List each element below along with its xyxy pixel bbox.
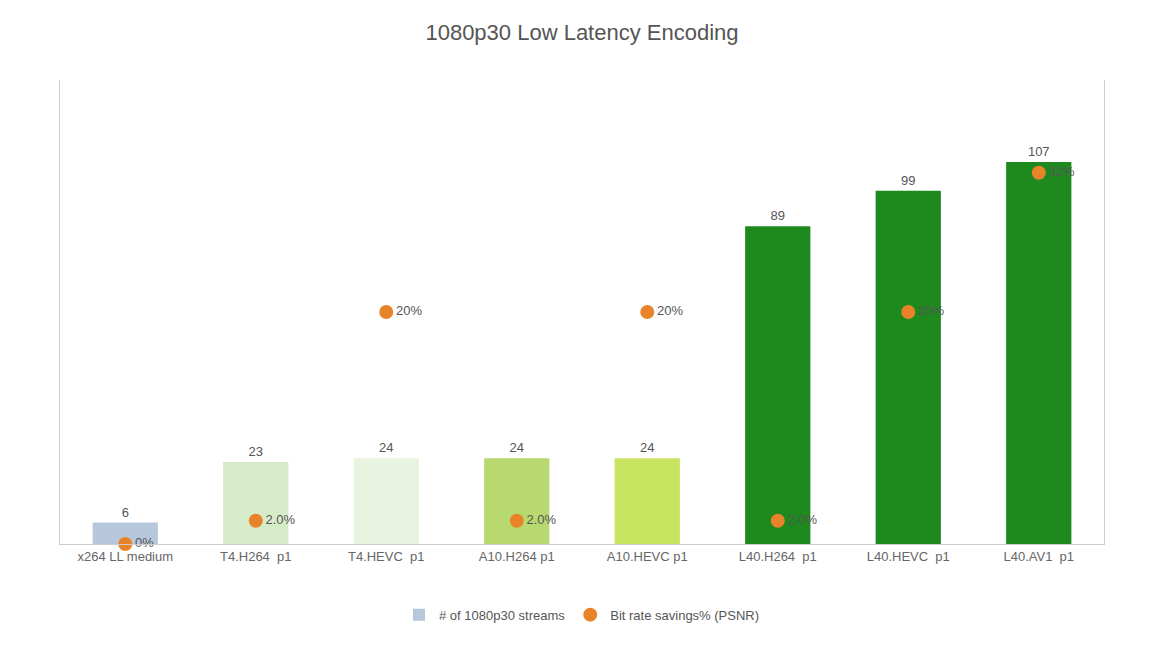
svg-text:Bit rate savings% (PSNR): Bit rate savings% (PSNR) — [610, 608, 759, 623]
svg-text:20%: 20% — [657, 303, 683, 318]
svg-text:107: 107 — [1028, 144, 1050, 159]
svg-text:89: 89 — [771, 208, 785, 223]
svg-text:# of 1080p30 streams: # of 1080p30 streams — [439, 608, 565, 623]
svg-text:L40.HEVC p1: L40.HEVC p1 — [867, 549, 950, 564]
svg-text:23: 23 — [249, 444, 263, 459]
svg-text:24: 24 — [379, 440, 393, 455]
svg-text:1080p30 Low Latency Encoding: 1080p30 Low Latency Encoding — [425, 20, 738, 45]
svg-text:20%: 20% — [396, 303, 422, 318]
svg-text:L40.H264 p1: L40.H264 p1 — [739, 549, 817, 564]
svg-text:L40.AV1 p1: L40.AV1 p1 — [1003, 549, 1074, 564]
svg-text:2.0%: 2.0% — [527, 512, 557, 527]
svg-text:20%: 20% — [918, 303, 944, 318]
svg-text:T4.H264 p1: T4.H264 p1 — [220, 549, 292, 564]
svg-text:24: 24 — [510, 440, 524, 455]
svg-text:2.0%: 2.0% — [266, 512, 296, 527]
svg-text:2.0%: 2.0% — [788, 512, 818, 527]
svg-text:0%: 0% — [135, 535, 154, 550]
svg-text:99: 99 — [901, 173, 915, 188]
svg-text:A10.H264 p1: A10.H264 p1 — [479, 549, 555, 564]
svg-text:6: 6 — [122, 505, 129, 520]
svg-text:T4.HEVC p1: T4.HEVC p1 — [348, 549, 425, 564]
svg-text:x264 LL medium: x264 LL medium — [77, 549, 173, 564]
svg-text:24: 24 — [640, 440, 654, 455]
svg-text:32%: 32% — [1049, 164, 1075, 179]
svg-text:A10.HEVC p1: A10.HEVC p1 — [607, 549, 688, 564]
